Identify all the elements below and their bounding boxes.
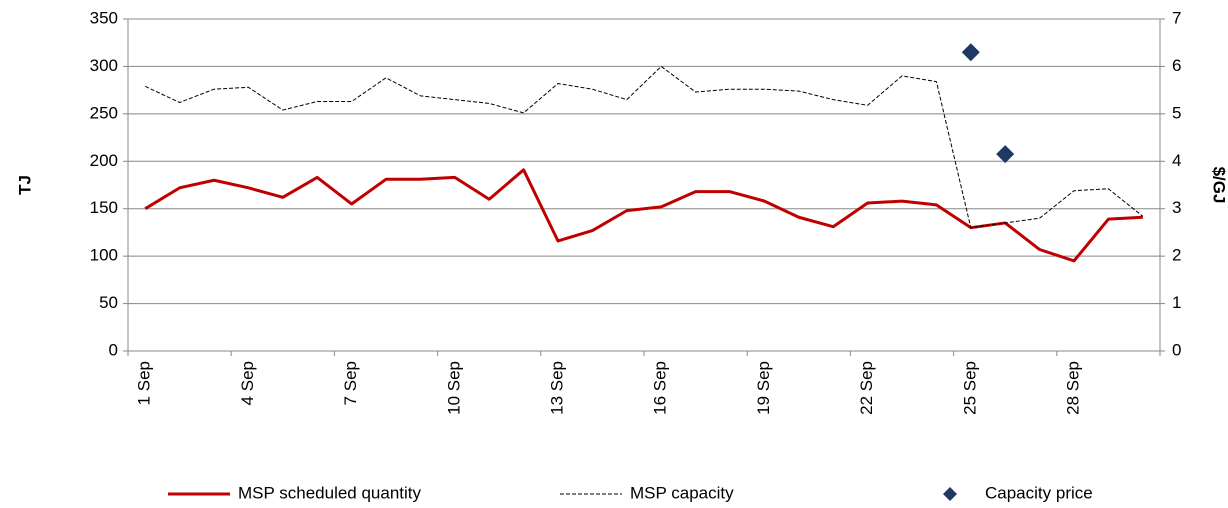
legend-label: Capacity price — [985, 483, 1093, 502]
series-line — [144, 168, 1143, 263]
legend-item: Capacity price — [943, 483, 1093, 502]
legend-item: MSP scheduled quantity — [168, 483, 422, 502]
series-line — [144, 65, 1144, 229]
x-tick-label: 28 Sep — [1063, 361, 1082, 415]
y-tick-label: 50 — [99, 293, 118, 312]
legend-marker — [943, 487, 957, 501]
y-tick-label: 200 — [90, 151, 118, 170]
legend-label: MSP capacity — [630, 483, 734, 502]
x-tick-label: 22 Sep — [857, 361, 876, 415]
price-marker — [996, 145, 1015, 164]
y2-tick-label: 7 — [1172, 8, 1181, 27]
x-tick-label: 7 Sep — [341, 361, 360, 405]
y2-tick-label: 0 — [1172, 340, 1181, 359]
x-tick-label: 16 Sep — [651, 361, 670, 415]
x-tick-label: 25 Sep — [960, 361, 979, 415]
y-tick-label: 350 — [90, 8, 118, 27]
y2-tick-label: 3 — [1172, 198, 1181, 217]
x-tick-label: 10 Sep — [444, 361, 463, 415]
y-tick-label: 300 — [90, 56, 118, 75]
y2-tick-label: 6 — [1172, 56, 1181, 75]
y2-axis-title: $/GJ — [1210, 167, 1228, 204]
y2-tick-label: 2 — [1172, 246, 1181, 265]
y2-tick-label: 1 — [1172, 293, 1181, 312]
y-tick-label: 100 — [90, 246, 118, 265]
x-tick-label: 4 Sep — [238, 361, 257, 405]
x-tick-label: 19 Sep — [754, 361, 773, 415]
legend-label: MSP scheduled quantity — [238, 483, 422, 502]
y2-tick-label: 5 — [1172, 103, 1181, 122]
price-marker — [961, 43, 980, 62]
x-tick-label: 1 Sep — [135, 361, 154, 405]
y-axis-title: TJ — [15, 175, 34, 195]
y-tick-label: 150 — [90, 198, 118, 217]
y-tick-label: 0 — [109, 340, 118, 359]
legend-item: MSP capacity — [560, 483, 734, 502]
x-tick-label: 13 Sep — [547, 361, 566, 415]
y2-tick-label: 4 — [1172, 151, 1181, 170]
y-tick-label: 250 — [90, 103, 118, 122]
